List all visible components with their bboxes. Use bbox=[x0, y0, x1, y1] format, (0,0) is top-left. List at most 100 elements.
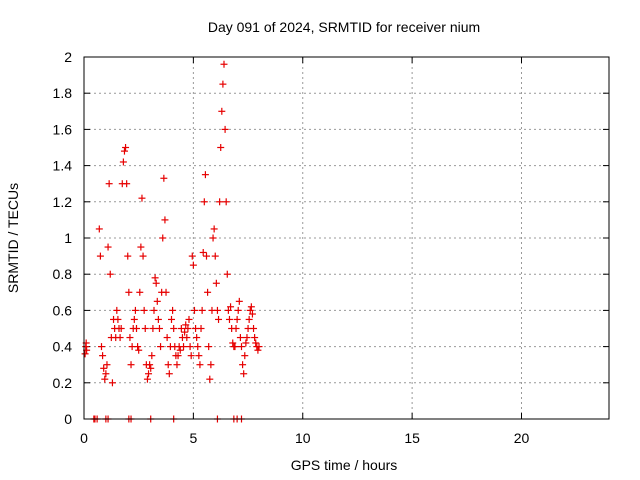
data-point bbox=[130, 315, 138, 323]
x-tick-label: 0 bbox=[80, 430, 88, 446]
data-point bbox=[194, 343, 202, 351]
data-point bbox=[229, 339, 237, 347]
data-point bbox=[198, 306, 206, 314]
data-point bbox=[233, 315, 241, 323]
data-point bbox=[227, 303, 235, 311]
data-point bbox=[235, 297, 243, 305]
data-point bbox=[139, 252, 147, 260]
data-point bbox=[145, 370, 153, 378]
y-tick-label: 1.4 bbox=[53, 158, 73, 174]
data-point bbox=[135, 346, 143, 354]
data-point bbox=[193, 334, 201, 342]
y-tick-label: 0.6 bbox=[53, 302, 73, 318]
data-point bbox=[165, 370, 173, 378]
data-point bbox=[222, 198, 230, 206]
data-point bbox=[186, 343, 194, 351]
data-point bbox=[117, 325, 125, 332]
data-point bbox=[216, 198, 224, 206]
data-point bbox=[137, 243, 145, 251]
x-tick-label: 10 bbox=[295, 430, 311, 446]
data-point bbox=[201, 171, 209, 179]
data-point bbox=[225, 315, 233, 323]
data-point bbox=[197, 325, 205, 332]
data-point bbox=[213, 306, 221, 314]
data-point bbox=[189, 261, 197, 269]
data-point bbox=[255, 343, 263, 351]
x-axis-label: GPS time / hours bbox=[291, 457, 398, 473]
data-point bbox=[149, 325, 157, 332]
data-point bbox=[238, 343, 245, 351]
data-point bbox=[163, 334, 171, 342]
data-point bbox=[232, 325, 240, 332]
data-point bbox=[184, 325, 192, 332]
data-point bbox=[99, 352, 107, 360]
plot-frame bbox=[83, 56, 610, 420]
data-point bbox=[223, 270, 231, 278]
data-point bbox=[246, 306, 254, 314]
data-point bbox=[207, 361, 215, 369]
data-point bbox=[95, 225, 103, 233]
data-point bbox=[251, 334, 259, 342]
data-point bbox=[187, 352, 195, 360]
data-point bbox=[143, 375, 151, 383]
data-point bbox=[173, 361, 181, 369]
data-point bbox=[245, 315, 253, 323]
y-tick-label: 0.8 bbox=[53, 266, 73, 282]
data-point bbox=[102, 370, 110, 378]
data-point bbox=[164, 361, 172, 369]
data-point bbox=[200, 198, 208, 206]
data-point bbox=[204, 288, 212, 296]
data-point bbox=[151, 274, 159, 282]
data-point bbox=[185, 315, 193, 323]
data-point bbox=[138, 194, 146, 202]
data-point bbox=[148, 352, 156, 360]
data-point bbox=[96, 252, 104, 260]
data-point bbox=[116, 334, 124, 342]
data-point bbox=[98, 343, 105, 351]
data-point bbox=[241, 352, 249, 360]
data-point bbox=[100, 364, 108, 372]
data-point bbox=[217, 144, 225, 151]
data-point bbox=[104, 243, 112, 251]
data-point bbox=[190, 306, 198, 314]
data-point bbox=[133, 325, 140, 332]
data-point bbox=[122, 144, 130, 151]
x-tick-label: 15 bbox=[404, 430, 420, 446]
data-point bbox=[103, 361, 111, 369]
data-point bbox=[196, 361, 204, 369]
data-point bbox=[160, 174, 168, 182]
data-point bbox=[195, 352, 203, 360]
x-tick-label: 20 bbox=[514, 430, 530, 446]
y-tick-label: 0.4 bbox=[53, 339, 73, 355]
data-point bbox=[177, 325, 185, 332]
data-point bbox=[170, 325, 178, 332]
data-point bbox=[126, 334, 134, 342]
data-point bbox=[147, 364, 155, 372]
data-point bbox=[123, 180, 131, 188]
y-tick-label: 0 bbox=[64, 411, 72, 427]
data-point bbox=[101, 375, 109, 383]
data-point bbox=[174, 352, 182, 360]
data-point bbox=[136, 288, 144, 296]
data-point bbox=[134, 343, 142, 351]
x-tick-label: 5 bbox=[189, 430, 197, 446]
data-point bbox=[248, 310, 256, 318]
data-point bbox=[219, 80, 227, 88]
data-point bbox=[240, 370, 248, 378]
data-point bbox=[209, 234, 217, 242]
data-point bbox=[182, 321, 190, 329]
data-point bbox=[125, 288, 133, 296]
data-point bbox=[206, 375, 214, 383]
data-point bbox=[141, 325, 149, 332]
data-point bbox=[108, 379, 116, 387]
data-point bbox=[231, 343, 239, 351]
data-point bbox=[224, 306, 232, 314]
data-point bbox=[181, 328, 189, 336]
data-point bbox=[154, 315, 162, 323]
data-point bbox=[127, 361, 135, 369]
data-point bbox=[120, 147, 128, 155]
data-point bbox=[152, 279, 160, 287]
data-point bbox=[236, 334, 244, 342]
data-point bbox=[218, 107, 226, 115]
